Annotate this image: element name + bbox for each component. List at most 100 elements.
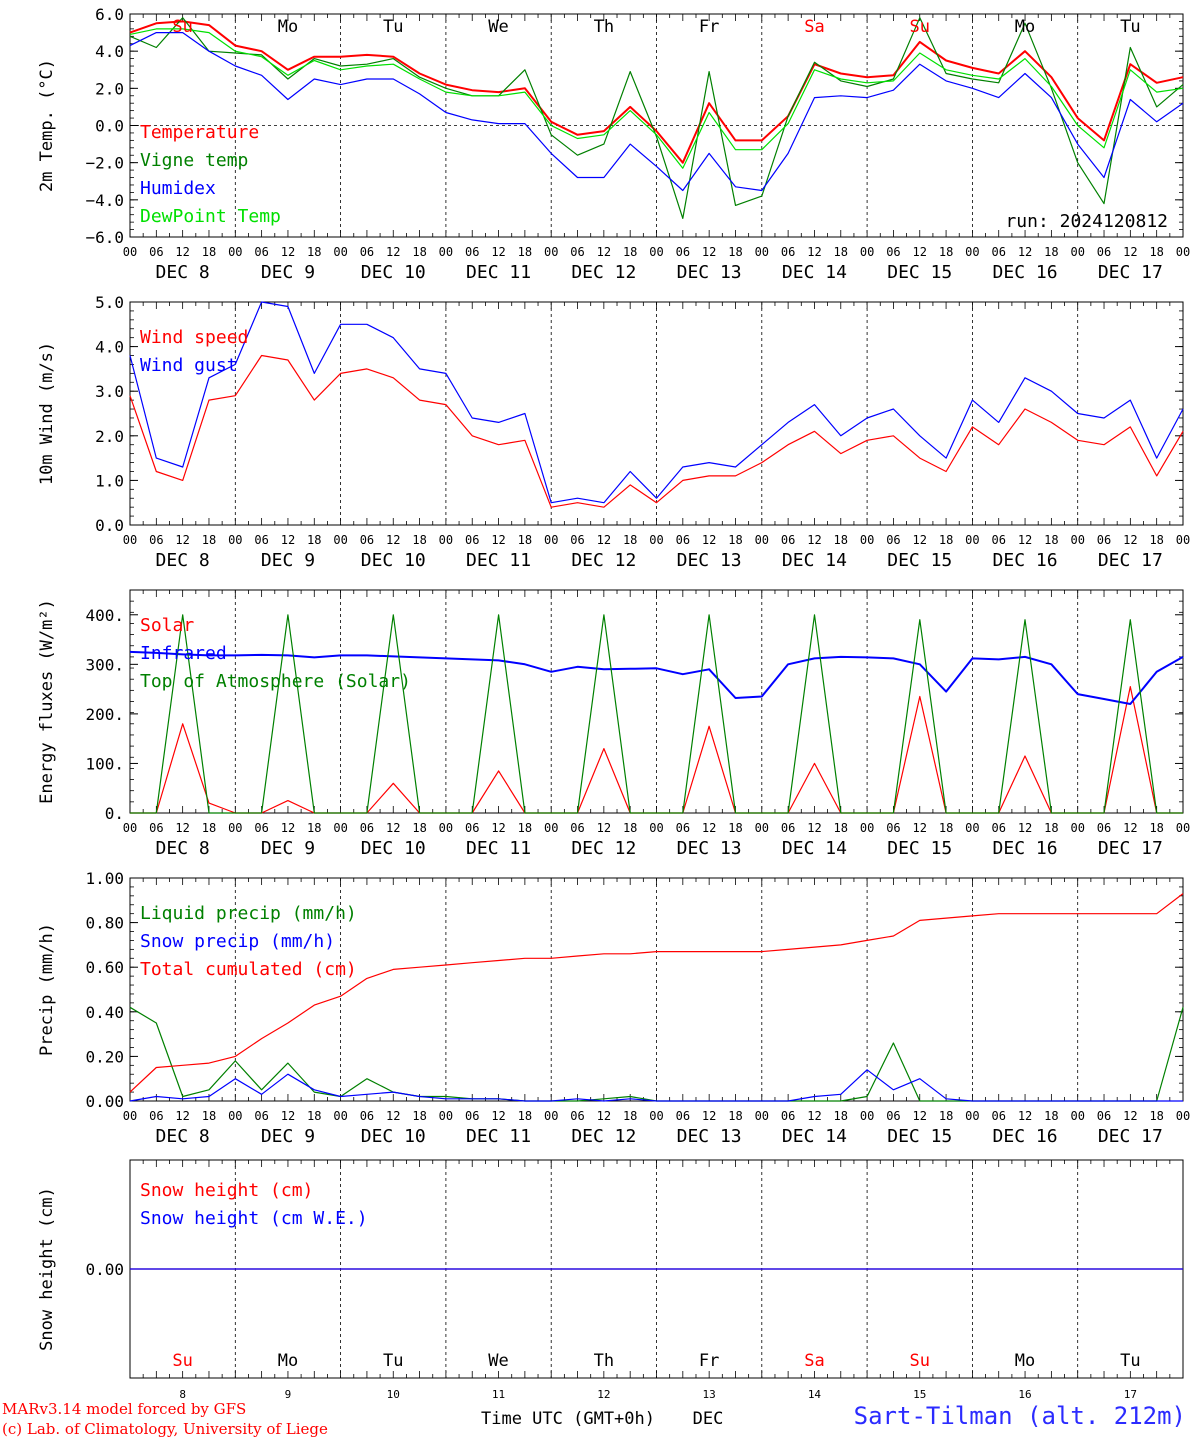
hour-label: 00 [1070, 1109, 1084, 1123]
hour-label: 00 [333, 821, 347, 835]
date-label: DEC 15 [887, 262, 952, 283]
hour-label: 18 [939, 821, 953, 835]
date-label: DEC 13 [677, 550, 742, 571]
hour-label: 00 [439, 533, 453, 547]
hour-label: 12 [175, 821, 189, 835]
hour-label: 18 [939, 533, 953, 547]
weekday-label: Mo [278, 17, 298, 37]
hour-label: 06 [781, 1109, 795, 1123]
series-line [129, 354, 1184, 508]
hour-label: 12 [281, 821, 295, 835]
hour-label: 18 [623, 245, 637, 259]
date-label: DEC 14 [782, 262, 847, 283]
hour-label: 06 [781, 533, 795, 547]
hour-label: 00 [860, 533, 874, 547]
hour-label: 12 [597, 821, 611, 835]
hour-label: 00 [228, 245, 242, 259]
y-tick-label: 0.20 [85, 1047, 124, 1066]
hour-label: 12 [491, 533, 505, 547]
hour-label: 12 [1018, 245, 1032, 259]
hour-label: 00 [755, 821, 769, 835]
date-label: DEC 12 [571, 1126, 636, 1147]
series-line [129, 31, 1184, 192]
hour-label: 12 [175, 533, 189, 547]
y-tick-label: 6.0 [95, 5, 124, 24]
date-label: DEC 8 [156, 838, 210, 859]
hour-label: 12 [175, 245, 189, 259]
legend-entry: Total cumulated (cm) [140, 959, 357, 980]
hour-label: 00 [439, 245, 453, 259]
weekday-label: Tu [383, 1351, 403, 1371]
y-tick-label: −6.0 [85, 228, 124, 247]
hour-label: 18 [728, 245, 742, 259]
hour-label: 06 [254, 1109, 268, 1123]
hour-label: 06 [991, 245, 1005, 259]
panel-4 [129, 877, 1184, 1102]
hour-label: 00 [1176, 245, 1190, 259]
hour-label: 18 [307, 821, 321, 835]
date-label: DEC 17 [1098, 262, 1163, 283]
panel-2 [129, 301, 1184, 526]
hour-label: 00 [965, 245, 979, 259]
hour-label: 06 [1097, 533, 1111, 547]
hour-label: 18 [412, 1109, 426, 1123]
hour-label: 18 [307, 533, 321, 547]
y-tick-label: 0.00 [85, 1092, 124, 1111]
hour-label: 18 [728, 821, 742, 835]
hour-label: 12 [386, 533, 400, 547]
day-number: 17 [1124, 1388, 1137, 1401]
weekday-label: Su [172, 17, 192, 37]
hour-label: 12 [702, 1109, 716, 1123]
date-label: DEC 17 [1098, 838, 1163, 859]
weekday-label: Th [594, 1351, 614, 1371]
legend-entry: Top of Atmosphere (Solar) [140, 671, 411, 692]
hour-label: 18 [1149, 533, 1163, 547]
hour-label: 00 [1070, 533, 1084, 547]
hour-label: 00 [544, 533, 558, 547]
series-line [129, 650, 1184, 705]
y-tick-label: 0.00 [85, 1260, 124, 1279]
hour-label: 18 [1149, 821, 1163, 835]
y-tick-label: 5.0 [95, 293, 124, 312]
date-label: DEC 15 [887, 838, 952, 859]
y-tick-label: 0. [105, 804, 124, 823]
hour-label: 18 [307, 1109, 321, 1123]
weekday-label: Sa [804, 17, 824, 37]
series-line [129, 1069, 1183, 1102]
hour-label: 12 [281, 245, 295, 259]
hour-label: 12 [1123, 821, 1137, 835]
weekday-label: Mo [278, 1351, 298, 1371]
weekday-label: Th [594, 17, 614, 37]
lab-credit: (c) Lab. of Climatology, University of L… [2, 1420, 328, 1438]
hour-label: 12 [281, 1109, 295, 1123]
legend-entry: Liquid precip (mm/h) [140, 903, 357, 924]
hour-label: 00 [860, 1109, 874, 1123]
hour-label: 06 [360, 245, 374, 259]
weekday-label: Mo [1015, 1351, 1035, 1371]
legend-entry: Temperature [140, 122, 259, 143]
hour-label: 00 [965, 1109, 979, 1123]
date-label: DEC 10 [361, 262, 426, 283]
hour-label: 18 [834, 245, 848, 259]
date-label: DEC 12 [571, 550, 636, 571]
date-label: DEC 13 [677, 262, 742, 283]
hour-label: 18 [307, 245, 321, 259]
y-tick-label: 2.0 [95, 79, 124, 98]
hour-label: 18 [939, 245, 953, 259]
weekday-label: Su [172, 1351, 192, 1371]
hour-label: 06 [360, 1109, 374, 1123]
hour-label: 12 [386, 245, 400, 259]
hour-label: 00 [649, 533, 663, 547]
hour-label: 12 [1123, 533, 1137, 547]
hour-label: 06 [149, 1109, 163, 1123]
hour-label: 06 [676, 1109, 690, 1123]
hour-label: 18 [1149, 1109, 1163, 1123]
hour-label: 06 [465, 533, 479, 547]
hour-label: 18 [412, 533, 426, 547]
hour-label: 12 [913, 533, 927, 547]
hour-label: 06 [465, 821, 479, 835]
hour-label: 00 [544, 245, 558, 259]
hour-label: 06 [886, 533, 900, 547]
hour-label: 06 [781, 821, 795, 835]
hour-label: 18 [1044, 1109, 1058, 1123]
